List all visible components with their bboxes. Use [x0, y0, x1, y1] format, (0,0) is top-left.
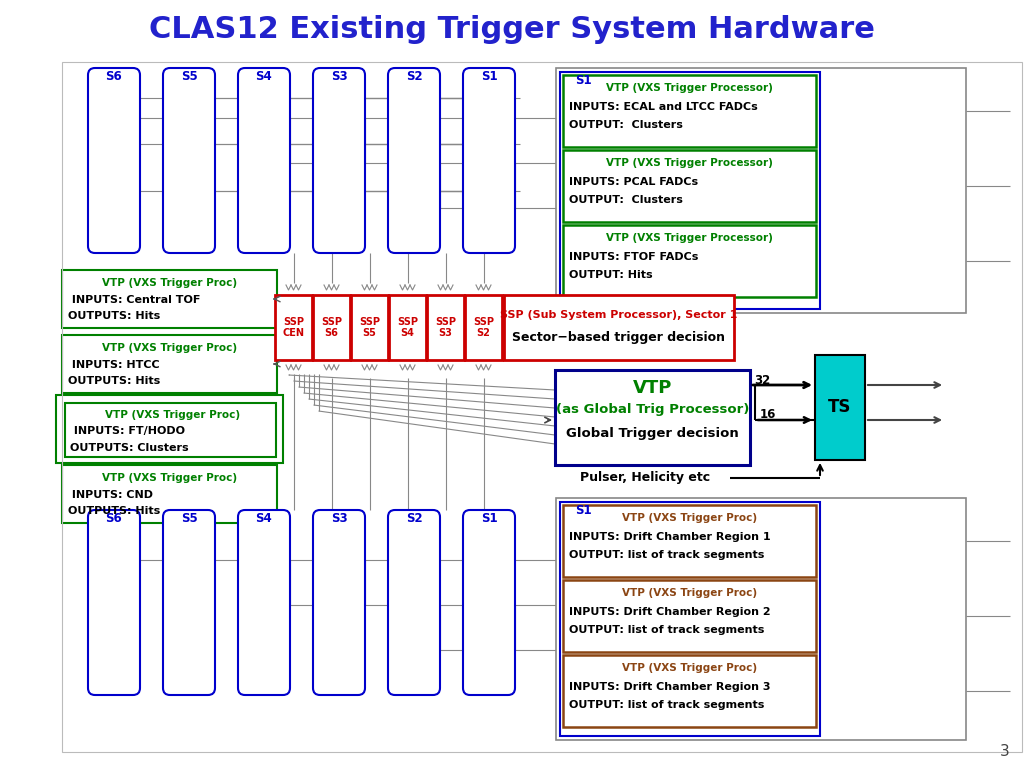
Text: VTP (VXS Trigger Processor): VTP (VXS Trigger Processor)	[606, 233, 773, 243]
Text: OUTPUTS: Clusters: OUTPUTS: Clusters	[70, 443, 188, 453]
Bar	[563, 150, 816, 222]
FancyBboxPatch shape	[163, 68, 215, 253]
Text: Global Trigger decision: Global Trigger decision	[566, 426, 739, 439]
FancyBboxPatch shape	[238, 510, 290, 695]
Text: VTP (VXS Trigger Proc): VTP (VXS Trigger Proc)	[622, 588, 757, 598]
Text: SSP
CEN: SSP CEN	[283, 316, 304, 338]
Text: S4: S4	[256, 71, 272, 84]
FancyBboxPatch shape	[238, 68, 290, 253]
Text: OUTPUT: list of track segments: OUTPUT: list of track segments	[569, 625, 764, 635]
Text: SSP
S2: SSP S2	[473, 316, 494, 338]
Text: S6: S6	[105, 71, 123, 84]
FancyBboxPatch shape	[163, 510, 215, 695]
Bar	[389, 295, 426, 360]
FancyBboxPatch shape	[88, 68, 140, 253]
FancyBboxPatch shape	[313, 510, 365, 695]
Text: 3: 3	[1000, 744, 1010, 760]
Bar	[351, 295, 388, 360]
Text: INPUTS: CND: INPUTS: CND	[68, 490, 153, 500]
FancyBboxPatch shape	[313, 68, 365, 253]
Text: (as Global Trig Processor): (as Global Trig Processor)	[556, 403, 750, 416]
Text: VTP (VXS Trigger Proc): VTP (VXS Trigger Proc)	[102, 278, 238, 288]
Text: S2: S2	[406, 512, 422, 525]
Bar	[275, 295, 312, 360]
Text: SSP (Sub System Processor), Sector 1: SSP (Sub System Processor), Sector 1	[501, 310, 737, 320]
Text: S5: S5	[180, 71, 198, 84]
Bar	[560, 502, 820, 736]
Text: VTP (VXS Trigger Processor): VTP (VXS Trigger Processor)	[606, 158, 773, 168]
Text: VTP: VTP	[633, 379, 672, 397]
Text: SSP
S4: SSP S4	[397, 316, 418, 338]
Text: INPUTS: FTOF FADCs: INPUTS: FTOF FADCs	[569, 252, 698, 262]
Text: S4: S4	[256, 512, 272, 525]
Text: 16: 16	[760, 409, 776, 422]
FancyBboxPatch shape	[388, 510, 440, 695]
Bar	[62, 62, 1022, 752]
Text: OUTPUT:  Clusters: OUTPUT: Clusters	[569, 120, 683, 130]
Text: OUTPUTS: Hits: OUTPUTS: Hits	[68, 311, 160, 321]
Text: INPUTS: FT/HODO: INPUTS: FT/HODO	[70, 426, 185, 436]
Bar	[563, 75, 816, 147]
Text: S1: S1	[575, 505, 592, 518]
FancyBboxPatch shape	[463, 510, 515, 695]
Text: S3: S3	[331, 71, 347, 84]
Bar	[555, 370, 750, 465]
Text: S5: S5	[180, 512, 198, 525]
Bar	[556, 498, 966, 740]
Bar	[504, 295, 734, 360]
Bar	[62, 335, 278, 393]
Bar	[65, 403, 276, 457]
Text: VTP (VXS Trigger Proc): VTP (VXS Trigger Proc)	[102, 473, 238, 483]
Text: CLAS12 Existing Trigger System Hardware: CLAS12 Existing Trigger System Hardware	[150, 15, 874, 45]
Bar	[563, 505, 816, 577]
Bar	[62, 270, 278, 328]
Text: S1: S1	[575, 74, 592, 88]
Bar	[563, 655, 816, 727]
Text: OUTPUT: list of track segments: OUTPUT: list of track segments	[569, 550, 764, 560]
FancyBboxPatch shape	[388, 68, 440, 253]
Text: INPUTS: Central TOF: INPUTS: Central TOF	[68, 295, 201, 305]
Text: INPUTS: Drift Chamber Region 2: INPUTS: Drift Chamber Region 2	[569, 607, 771, 617]
Bar	[62, 465, 278, 523]
Text: S1: S1	[480, 512, 498, 525]
Text: Pulser, Helicity etc: Pulser, Helicity etc	[580, 472, 710, 485]
Bar	[563, 225, 816, 297]
Bar	[313, 295, 350, 360]
Text: VTP (VXS Trigger Proc): VTP (VXS Trigger Proc)	[104, 410, 240, 420]
Text: VTP (VXS Trigger Processor): VTP (VXS Trigger Processor)	[606, 83, 773, 93]
Text: OUTPUT: Hits: OUTPUT: Hits	[569, 270, 652, 280]
Text: S1: S1	[480, 71, 498, 84]
FancyBboxPatch shape	[88, 510, 140, 695]
FancyBboxPatch shape	[463, 68, 515, 253]
Text: VTP (VXS Trigger Proc): VTP (VXS Trigger Proc)	[622, 663, 757, 673]
Text: INPUTS: ECAL and LTCC FADCs: INPUTS: ECAL and LTCC FADCs	[569, 102, 758, 112]
Text: OUTPUTS: Hits: OUTPUTS: Hits	[68, 506, 160, 516]
Text: INPUTS: Drift Chamber Region 3: INPUTS: Drift Chamber Region 3	[569, 682, 770, 692]
Text: S3: S3	[331, 512, 347, 525]
Text: INPUTS: HTCC: INPUTS: HTCC	[68, 360, 160, 370]
Bar	[56, 395, 283, 463]
Bar	[465, 295, 502, 360]
Text: S2: S2	[406, 71, 422, 84]
Bar	[815, 355, 865, 460]
Text: 32: 32	[754, 373, 770, 386]
Text: VTP (VXS Trigger Proc): VTP (VXS Trigger Proc)	[622, 513, 757, 523]
Bar	[560, 72, 820, 309]
Bar	[427, 295, 464, 360]
Text: S6: S6	[105, 512, 123, 525]
Text: SSP
S3: SSP S3	[435, 316, 456, 338]
Text: OUTPUT:  Clusters: OUTPUT: Clusters	[569, 195, 683, 205]
Bar	[556, 68, 966, 313]
Text: OUTPUTS: Hits: OUTPUTS: Hits	[68, 376, 160, 386]
Text: Sector−based trigger decision: Sector−based trigger decision	[512, 332, 725, 345]
Text: INPUTS: Drift Chamber Region 1: INPUTS: Drift Chamber Region 1	[569, 532, 771, 542]
Text: TS: TS	[828, 399, 852, 416]
Bar	[563, 580, 816, 652]
Text: OUTPUT: list of track segments: OUTPUT: list of track segments	[569, 700, 764, 710]
Text: INPUTS: PCAL FADCs: INPUTS: PCAL FADCs	[569, 177, 698, 187]
Text: SSP
S6: SSP S6	[321, 316, 342, 338]
Text: VTP (VXS Trigger Proc): VTP (VXS Trigger Proc)	[102, 343, 238, 353]
Text: SSP
S5: SSP S5	[359, 316, 380, 338]
